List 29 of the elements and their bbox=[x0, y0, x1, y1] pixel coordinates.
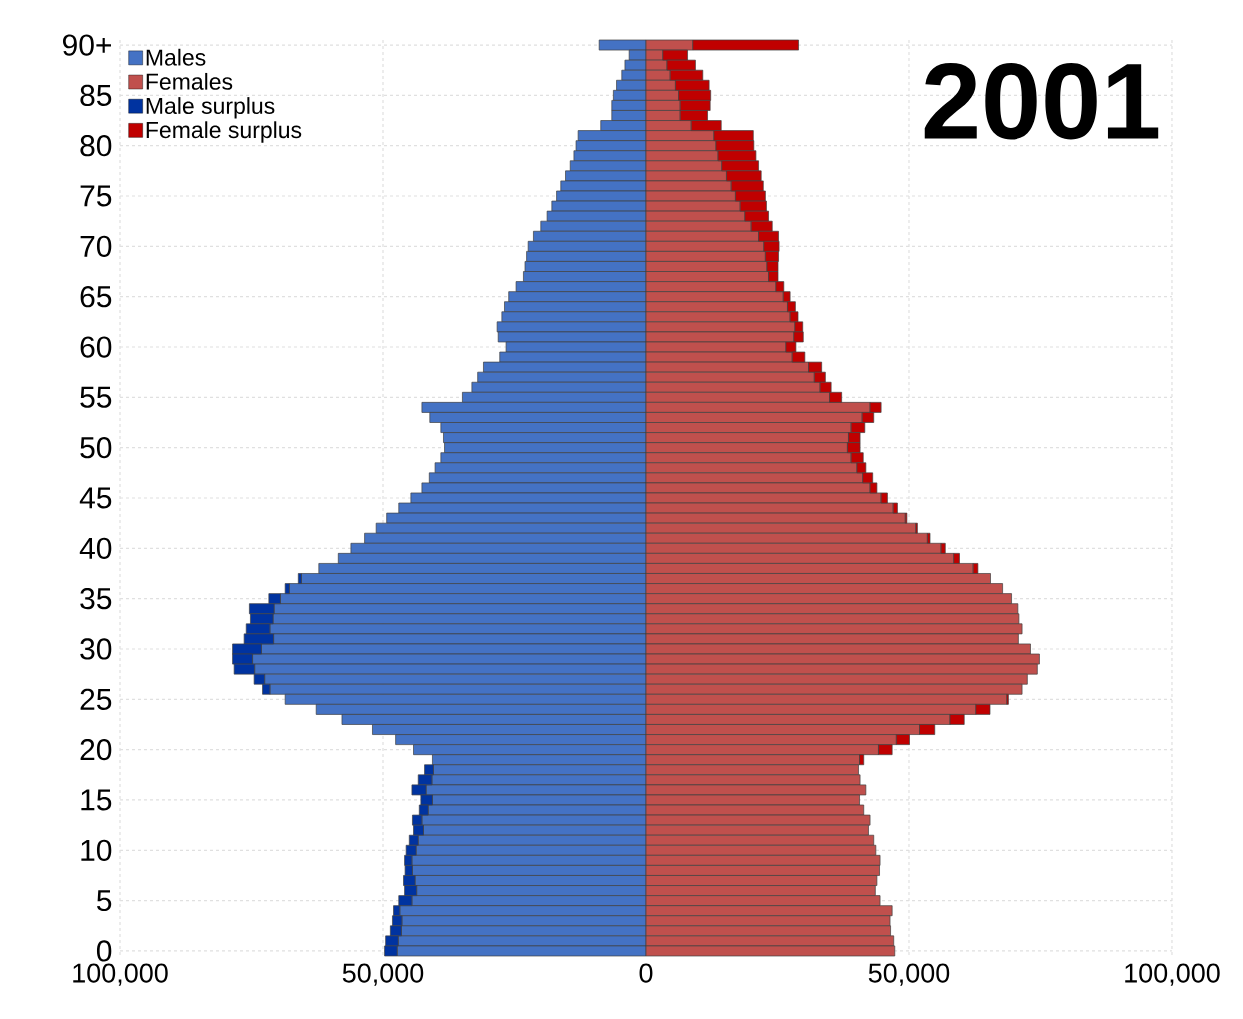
y-tick-label: 60 bbox=[80, 336, 112, 358]
y-tick-label: 0 bbox=[96, 940, 112, 962]
y-tick-label: 85 bbox=[80, 84, 112, 106]
y-tick-label: 20 bbox=[80, 739, 112, 761]
y-tick-label: 35 bbox=[80, 588, 112, 610]
y-tick-label: 5 bbox=[96, 890, 112, 912]
x-tick-label: 100,000 bbox=[1125, 963, 1220, 986]
y-tick-label: 65 bbox=[80, 286, 112, 308]
y-tick-label: 30 bbox=[80, 638, 112, 660]
y-tick-label: 10 bbox=[81, 839, 112, 861]
x-tick-label: 50,000 bbox=[342, 963, 424, 986]
x-tick-label: 100,000 bbox=[73, 963, 168, 986]
chart-title: 2001 bbox=[924, 63, 1159, 140]
y-tick-label: 55 bbox=[80, 386, 112, 408]
x-tick-label: 50,000 bbox=[868, 963, 950, 986]
y-tick-label: 25 bbox=[80, 688, 112, 710]
y-tick-label: 50 bbox=[80, 437, 112, 459]
legend-label: Males bbox=[146, 48, 206, 66]
y-tick-label: 40 bbox=[79, 537, 112, 559]
x-tick-label: 0 bbox=[639, 963, 653, 983]
y-tick-label: 45 bbox=[79, 487, 112, 509]
legend-label: Female surplus bbox=[146, 121, 302, 143]
legend-label: Male surplus bbox=[146, 97, 275, 119]
y-tick-label: 80 bbox=[80, 135, 112, 157]
legend-label: Females bbox=[146, 72, 233, 90]
y-tick-label: 90+ bbox=[62, 34, 111, 56]
y-tick-label: 70 bbox=[80, 235, 112, 257]
y-tick-label: 75 bbox=[80, 185, 112, 207]
y-tick-label: 15 bbox=[81, 789, 112, 811]
